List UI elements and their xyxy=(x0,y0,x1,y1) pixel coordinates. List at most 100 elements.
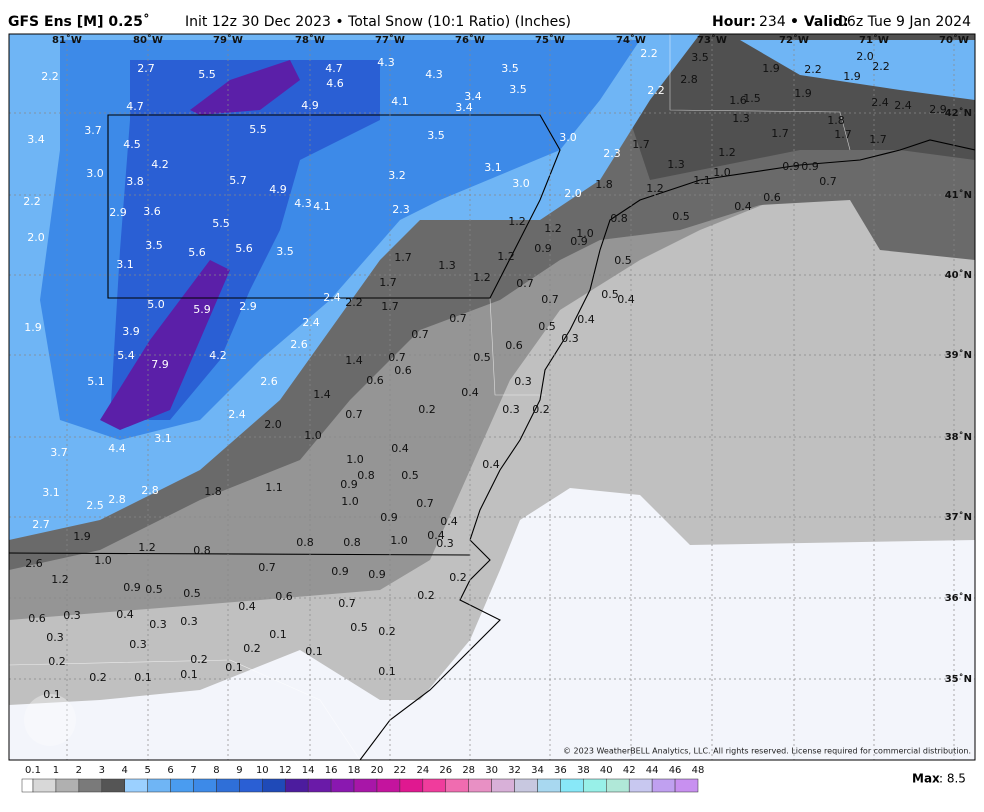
colorbar-swatch xyxy=(583,778,607,793)
colorbar-swatch xyxy=(514,778,538,793)
snow-amount: 0.4 xyxy=(391,442,409,455)
lat-label: 42˚N xyxy=(945,107,972,119)
snow-amount: 3.1 xyxy=(154,432,172,445)
colorbar-label: 5 xyxy=(144,765,150,776)
snow-amount: 0.3 xyxy=(436,537,454,550)
snow-amount: 3.1 xyxy=(484,161,502,174)
snow-amount: 3.5 xyxy=(509,83,527,96)
snow-amount: 0.9 xyxy=(801,160,819,173)
snow-amount: 0.9 xyxy=(570,235,588,248)
colorbar-swatch xyxy=(468,778,492,793)
snow-amount: 0.7 xyxy=(416,497,434,510)
colorbar-label: 12 xyxy=(279,765,292,776)
snow-amount: 0.6 xyxy=(394,364,412,377)
colorbar-swatch xyxy=(353,778,378,793)
colorbar-label: 32 xyxy=(508,765,521,776)
snow-amount: 1.2 xyxy=(497,250,515,263)
snow-amount: 0.4 xyxy=(238,600,256,613)
colorbar-swatch xyxy=(32,778,57,793)
colorbar-label: 34 xyxy=(531,765,544,776)
snow-amount: 0.4 xyxy=(440,515,458,528)
snow-amount: 1.2 xyxy=(718,146,736,159)
colorbar-swatch xyxy=(170,778,194,793)
snow-amount: 0.9 xyxy=(380,511,398,524)
snow-amount: 2.4 xyxy=(302,316,320,329)
snow-amount: 1.3 xyxy=(732,112,750,125)
snow-amount: 3.5 xyxy=(691,51,709,64)
colorbar-label: 44 xyxy=(646,765,659,776)
snow-amount: 1.9 xyxy=(24,321,42,334)
lon-label: 77˚W xyxy=(375,34,405,46)
lat-label: 36˚N xyxy=(945,592,972,604)
colorbar-swatch xyxy=(399,778,424,793)
snow-amount: 0.3 xyxy=(180,615,198,628)
snow-amount: 0.7 xyxy=(449,312,467,325)
snow-amount: 0.5 xyxy=(672,210,690,223)
snow-amount: 4.5 xyxy=(123,138,141,151)
snow-amount: 0.8 xyxy=(357,469,375,482)
colorbar-label: 16 xyxy=(325,765,338,776)
snow-amount: 1.0 xyxy=(713,166,731,179)
snow-amount: 3.2 xyxy=(388,169,406,182)
snow-amount: 2.7 xyxy=(32,518,50,531)
colorbar-label: 8 xyxy=(213,765,219,776)
snow-amount: 0.6 xyxy=(763,191,781,204)
colorbar-label: 24 xyxy=(416,765,429,776)
colorbar-swatch xyxy=(491,778,515,793)
snow-amount: 5.5 xyxy=(212,217,230,230)
snow-amount: 5.0 xyxy=(147,298,165,311)
snow-amount: 5.1 xyxy=(87,375,105,388)
snow-amount: 0.1 xyxy=(269,628,287,641)
snow-amount: 2.4 xyxy=(871,96,889,109)
colorbar-swatch xyxy=(21,778,34,793)
coastline xyxy=(9,114,975,760)
snow-amount: 2.6 xyxy=(260,375,278,388)
colorbar-swatch xyxy=(628,778,653,793)
snow-amount: 0.3 xyxy=(502,403,520,416)
snow-amount: 2.2 xyxy=(23,195,41,208)
snow-amount: 1.2 xyxy=(646,182,664,195)
snow-amount: 0.7 xyxy=(411,328,429,341)
copyright: © 2023 WeatherBELL Analytics, LLC. All r… xyxy=(563,747,971,756)
snow-amount: 5.5 xyxy=(198,68,216,81)
lon-label: 72˚W xyxy=(779,34,809,46)
snow-amount: 0.8 xyxy=(610,212,628,225)
snow-amount: 0.9 xyxy=(368,568,386,581)
snow-amount: 0.7 xyxy=(516,277,534,290)
snow-amount: 2.5 xyxy=(86,499,104,512)
snow-amount: 0.1 xyxy=(43,688,61,701)
snow-amount: 1.9 xyxy=(843,70,861,83)
colorbar-swatch xyxy=(422,778,447,793)
colorbar-label: 9 xyxy=(236,765,242,776)
snow-amount: 0.2 xyxy=(418,403,436,416)
snow-amount: 2.2 xyxy=(872,60,890,73)
snow-amount: 2.0 xyxy=(264,418,282,431)
colorbar-swatch xyxy=(216,778,240,793)
snow-amount: 0.5 xyxy=(473,351,491,364)
snow-amount: 3.7 xyxy=(50,446,68,459)
snow-amount: 1.8 xyxy=(595,178,613,191)
snow-amount: 0.1 xyxy=(378,665,396,678)
snow-amount: 0.8 xyxy=(343,536,361,549)
snow-amount: 2.2 xyxy=(41,70,59,83)
snow-amount: 2.8 xyxy=(680,73,698,86)
snow-amount: 0.7 xyxy=(819,175,837,188)
lon-label: 79˚W xyxy=(213,34,243,46)
snow-amount: 0.4 xyxy=(577,313,595,326)
snow-amount: 1.7 xyxy=(771,127,789,140)
snow-amount: 0.4 xyxy=(734,200,752,213)
snow-amount: 1.0 xyxy=(304,429,322,442)
snow-amount: 0.5 xyxy=(601,288,619,301)
colorbar-label: 1 xyxy=(53,765,59,776)
colorbar-label: 40 xyxy=(600,765,613,776)
snow-amount: 0.2 xyxy=(417,589,435,602)
snow-amount: 7.9 xyxy=(151,358,169,371)
lat-label: 40˚N xyxy=(945,269,972,281)
snow-amount: 2.4 xyxy=(228,408,246,421)
lon-label: 78˚W xyxy=(295,34,325,46)
colorbar-swatch xyxy=(307,778,332,793)
snow-amount: 0.1 xyxy=(134,671,152,684)
snow-amount: 1.1 xyxy=(693,174,711,187)
snow-amount: 0.9 xyxy=(782,160,800,173)
snow-amount: 0.3 xyxy=(46,631,64,644)
